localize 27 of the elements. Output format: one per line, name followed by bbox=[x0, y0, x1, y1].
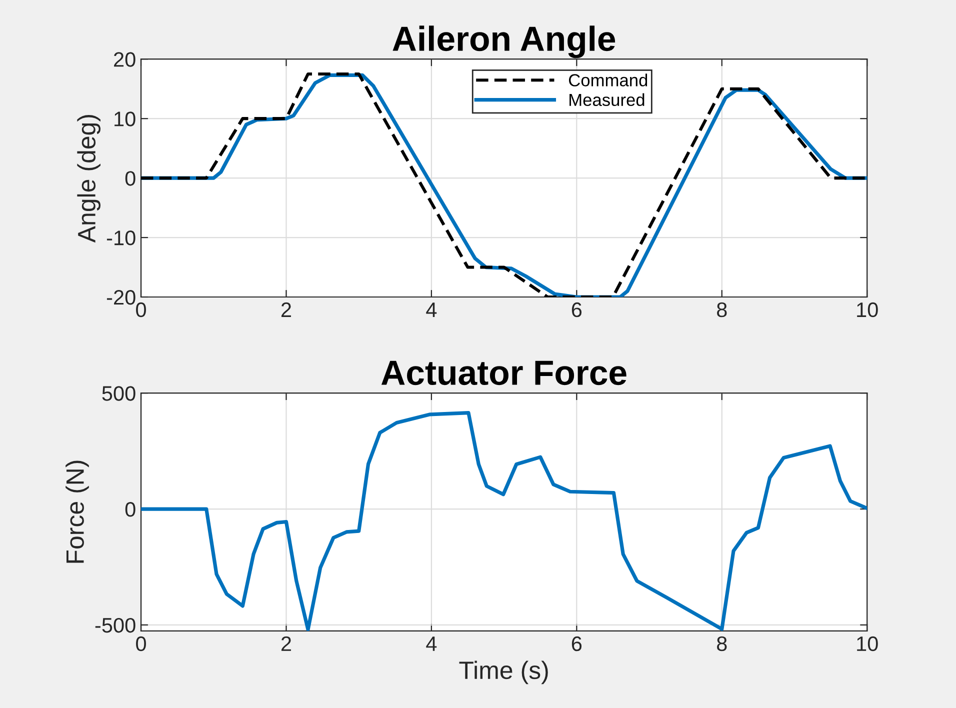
chart-title: Aileron Angle bbox=[392, 26, 616, 58]
x-tick-label: 4 bbox=[426, 636, 437, 651]
x-tick-label: 2 bbox=[281, 302, 291, 317]
x-tick-label: 0 bbox=[136, 302, 146, 318]
x-tick-label: 6 bbox=[572, 636, 582, 652]
legend-label: Measured bbox=[570, 93, 644, 106]
chart-title: Actuator Force bbox=[381, 360, 626, 386]
y-tick-label: 10 bbox=[114, 112, 136, 126]
x-tick-label: 10 bbox=[857, 302, 878, 318]
x-tick-label: 6 bbox=[572, 302, 582, 318]
x-tick-label: 10 bbox=[857, 636, 878, 652]
x-tick-label: 0 bbox=[136, 636, 146, 652]
y-axis-title: Force (N) bbox=[66, 460, 89, 563]
y-tick-label: 20 bbox=[114, 52, 136, 67]
y-axis-title: Angle (deg) bbox=[77, 114, 100, 243]
x-tick-label: 2 bbox=[281, 636, 291, 651]
x-tick-label: 4 bbox=[426, 302, 437, 317]
legend-label: Command bbox=[568, 74, 648, 86]
y-tick-label: 500 bbox=[102, 386, 136, 401]
y-tick-label: 0 bbox=[125, 171, 136, 186]
x-axis-title: Time (s) bbox=[459, 660, 548, 684]
y-tick-label: 0 bbox=[125, 502, 136, 517]
x-tick-label: 8 bbox=[716, 636, 727, 652]
y-tick-label: -500 bbox=[95, 618, 136, 633]
x-tick-label: 8 bbox=[716, 302, 727, 318]
y-tick-label: -20 bbox=[106, 290, 136, 305]
y-tick-label: -10 bbox=[106, 230, 136, 246]
